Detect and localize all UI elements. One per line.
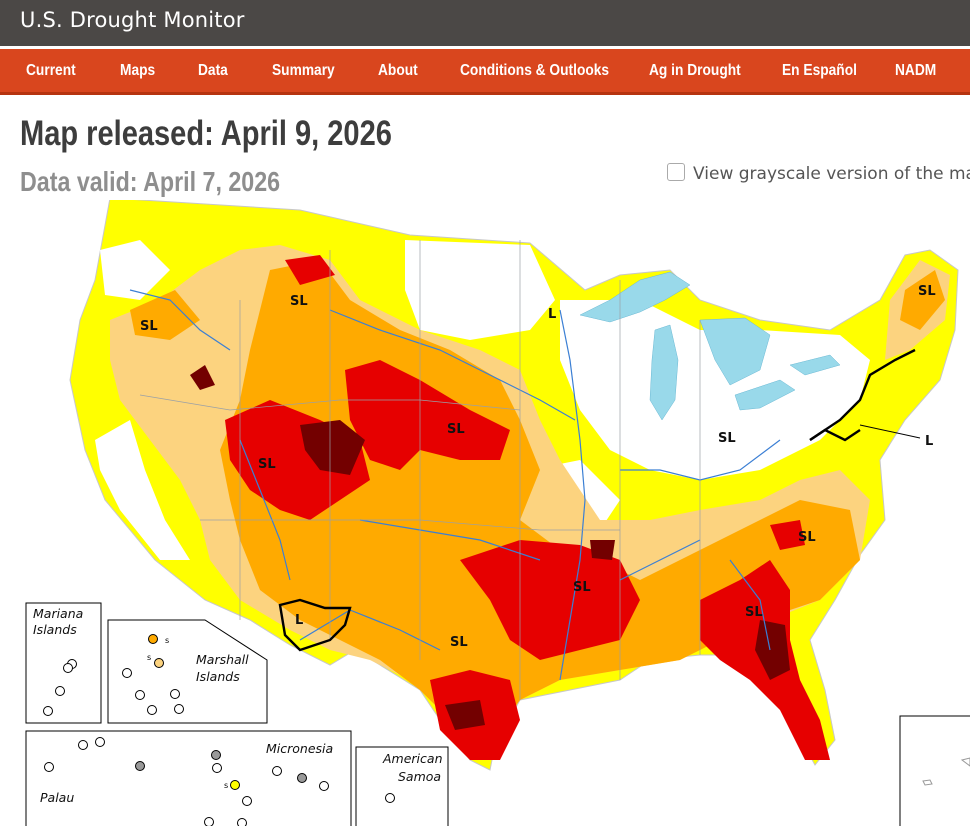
d4-wyoming <box>300 420 365 475</box>
marshall-d2-marker <box>148 634 158 644</box>
rivers <box>129 289 781 681</box>
inset-samoa-label-2: Samoa <box>398 769 441 784</box>
inset-palau-label: Palau <box>40 790 74 805</box>
d3-montana <box>285 255 335 285</box>
lake-ontario <box>789 354 841 376</box>
impact-label-nw: SL <box>140 319 158 334</box>
marshall-s-marker-1: s <box>165 636 169 645</box>
nav-en-espanol[interactable]: En Español <box>782 62 857 79</box>
mariana-island-markers <box>43 659 77 716</box>
d4-idaho <box>190 365 215 390</box>
nj-label-leader <box>859 424 921 439</box>
nav-ag-in-drought[interactable]: Ag in Drought <box>649 62 741 79</box>
drought-map[interactable]: SL SL L SL SL SL SL L SL SL SL L SL Mari… <box>0 200 970 826</box>
nav-summary[interactable]: Summary <box>272 62 335 79</box>
micronesia-s-marker: s <box>224 781 228 790</box>
impact-label-new-mexico: L <box>295 613 303 628</box>
impact-label-montana: SL <box>290 294 308 309</box>
impact-label-plains: SL <box>447 422 465 437</box>
state-borders <box>139 240 701 700</box>
inset-mariana-label-1: Mariana <box>33 606 83 621</box>
d4-georgia-florida <box>755 620 790 680</box>
inset-mariana-label-2: Islands <box>33 622 77 637</box>
d2-nw <box>130 290 200 340</box>
marshall-d1-marker <box>154 658 164 668</box>
nav-nadm[interactable]: NADM <box>895 62 937 79</box>
impact-label-texas: SL <box>450 635 468 650</box>
impact-boundaries <box>278 348 916 652</box>
no-drought-west-coast <box>95 420 190 560</box>
d4-arkansas <box>590 540 615 560</box>
nav-about[interactable]: About <box>378 62 418 79</box>
impact-label-georgia: SL <box>745 605 763 620</box>
impact-label-nc: SL <box>798 530 816 545</box>
samoa-island-marker <box>385 793 395 803</box>
d3-south <box>460 540 640 660</box>
hawaii-island-shape <box>922 779 933 786</box>
no-drought-great-lakes <box>560 300 870 480</box>
marshall-island-markers <box>122 668 184 715</box>
impact-label-nj: L <box>925 434 933 449</box>
impact-label-northeast: SL <box>918 284 936 299</box>
micronesia-x-markers <box>135 750 307 783</box>
nav-maps[interactable]: Maps <box>120 62 156 79</box>
lake-huron <box>699 317 771 386</box>
d2-ne <box>900 270 945 330</box>
inset-american-samoa <box>355 746 449 826</box>
lake-michigan <box>649 324 679 421</box>
d3-nc <box>770 520 805 550</box>
site-header: U.S. Drought Monitor <box>0 0 970 46</box>
lake-erie <box>734 379 796 411</box>
inset-samoa-label-1: American <box>382 751 443 766</box>
inset-micronesia-label: Micronesia <box>266 741 333 756</box>
d3-plains <box>345 360 510 470</box>
nav-current[interactable]: Current <box>26 62 76 79</box>
site-title[interactable]: U.S. Drought Monitor <box>20 8 245 32</box>
nav-data[interactable]: Data <box>198 62 228 79</box>
inset-hawaii <box>899 715 970 826</box>
impact-label-ohio: SL <box>718 431 736 446</box>
inset-marshall-islands <box>107 619 268 724</box>
impact-label-southwest: SL <box>258 457 276 472</box>
map-released-heading: Map released: April 9, 2026 <box>20 114 392 153</box>
micronesia-island-markers <box>44 737 329 826</box>
impact-label-midwest: L <box>548 307 556 322</box>
no-drought-north-plains <box>405 240 555 340</box>
impact-label-arkansas: SL <box>573 580 591 595</box>
inset-marshall-label-1: Marshall <box>196 652 249 667</box>
hawaii-island-shape-2 <box>960 757 970 767</box>
marshall-s-marker-2: s <box>147 653 151 662</box>
no-drought-nw <box>100 240 170 300</box>
grayscale-checkbox[interactable] <box>667 163 685 181</box>
inset-marshall-label-2: Islands <box>196 669 240 684</box>
micronesia-d0-marker <box>230 780 240 790</box>
main-nav: Current Maps Data Summary About Conditio… <box>0 49 970 95</box>
grayscale-label[interactable]: View grayscale version of the map <box>693 164 970 184</box>
inset-mariana-islands <box>25 602 102 724</box>
data-valid-subheading: Data valid: April 7, 2026 <box>20 166 281 197</box>
d4-texas <box>445 700 485 730</box>
nav-conditions-outlooks[interactable]: Conditions & Outlooks <box>460 62 610 79</box>
